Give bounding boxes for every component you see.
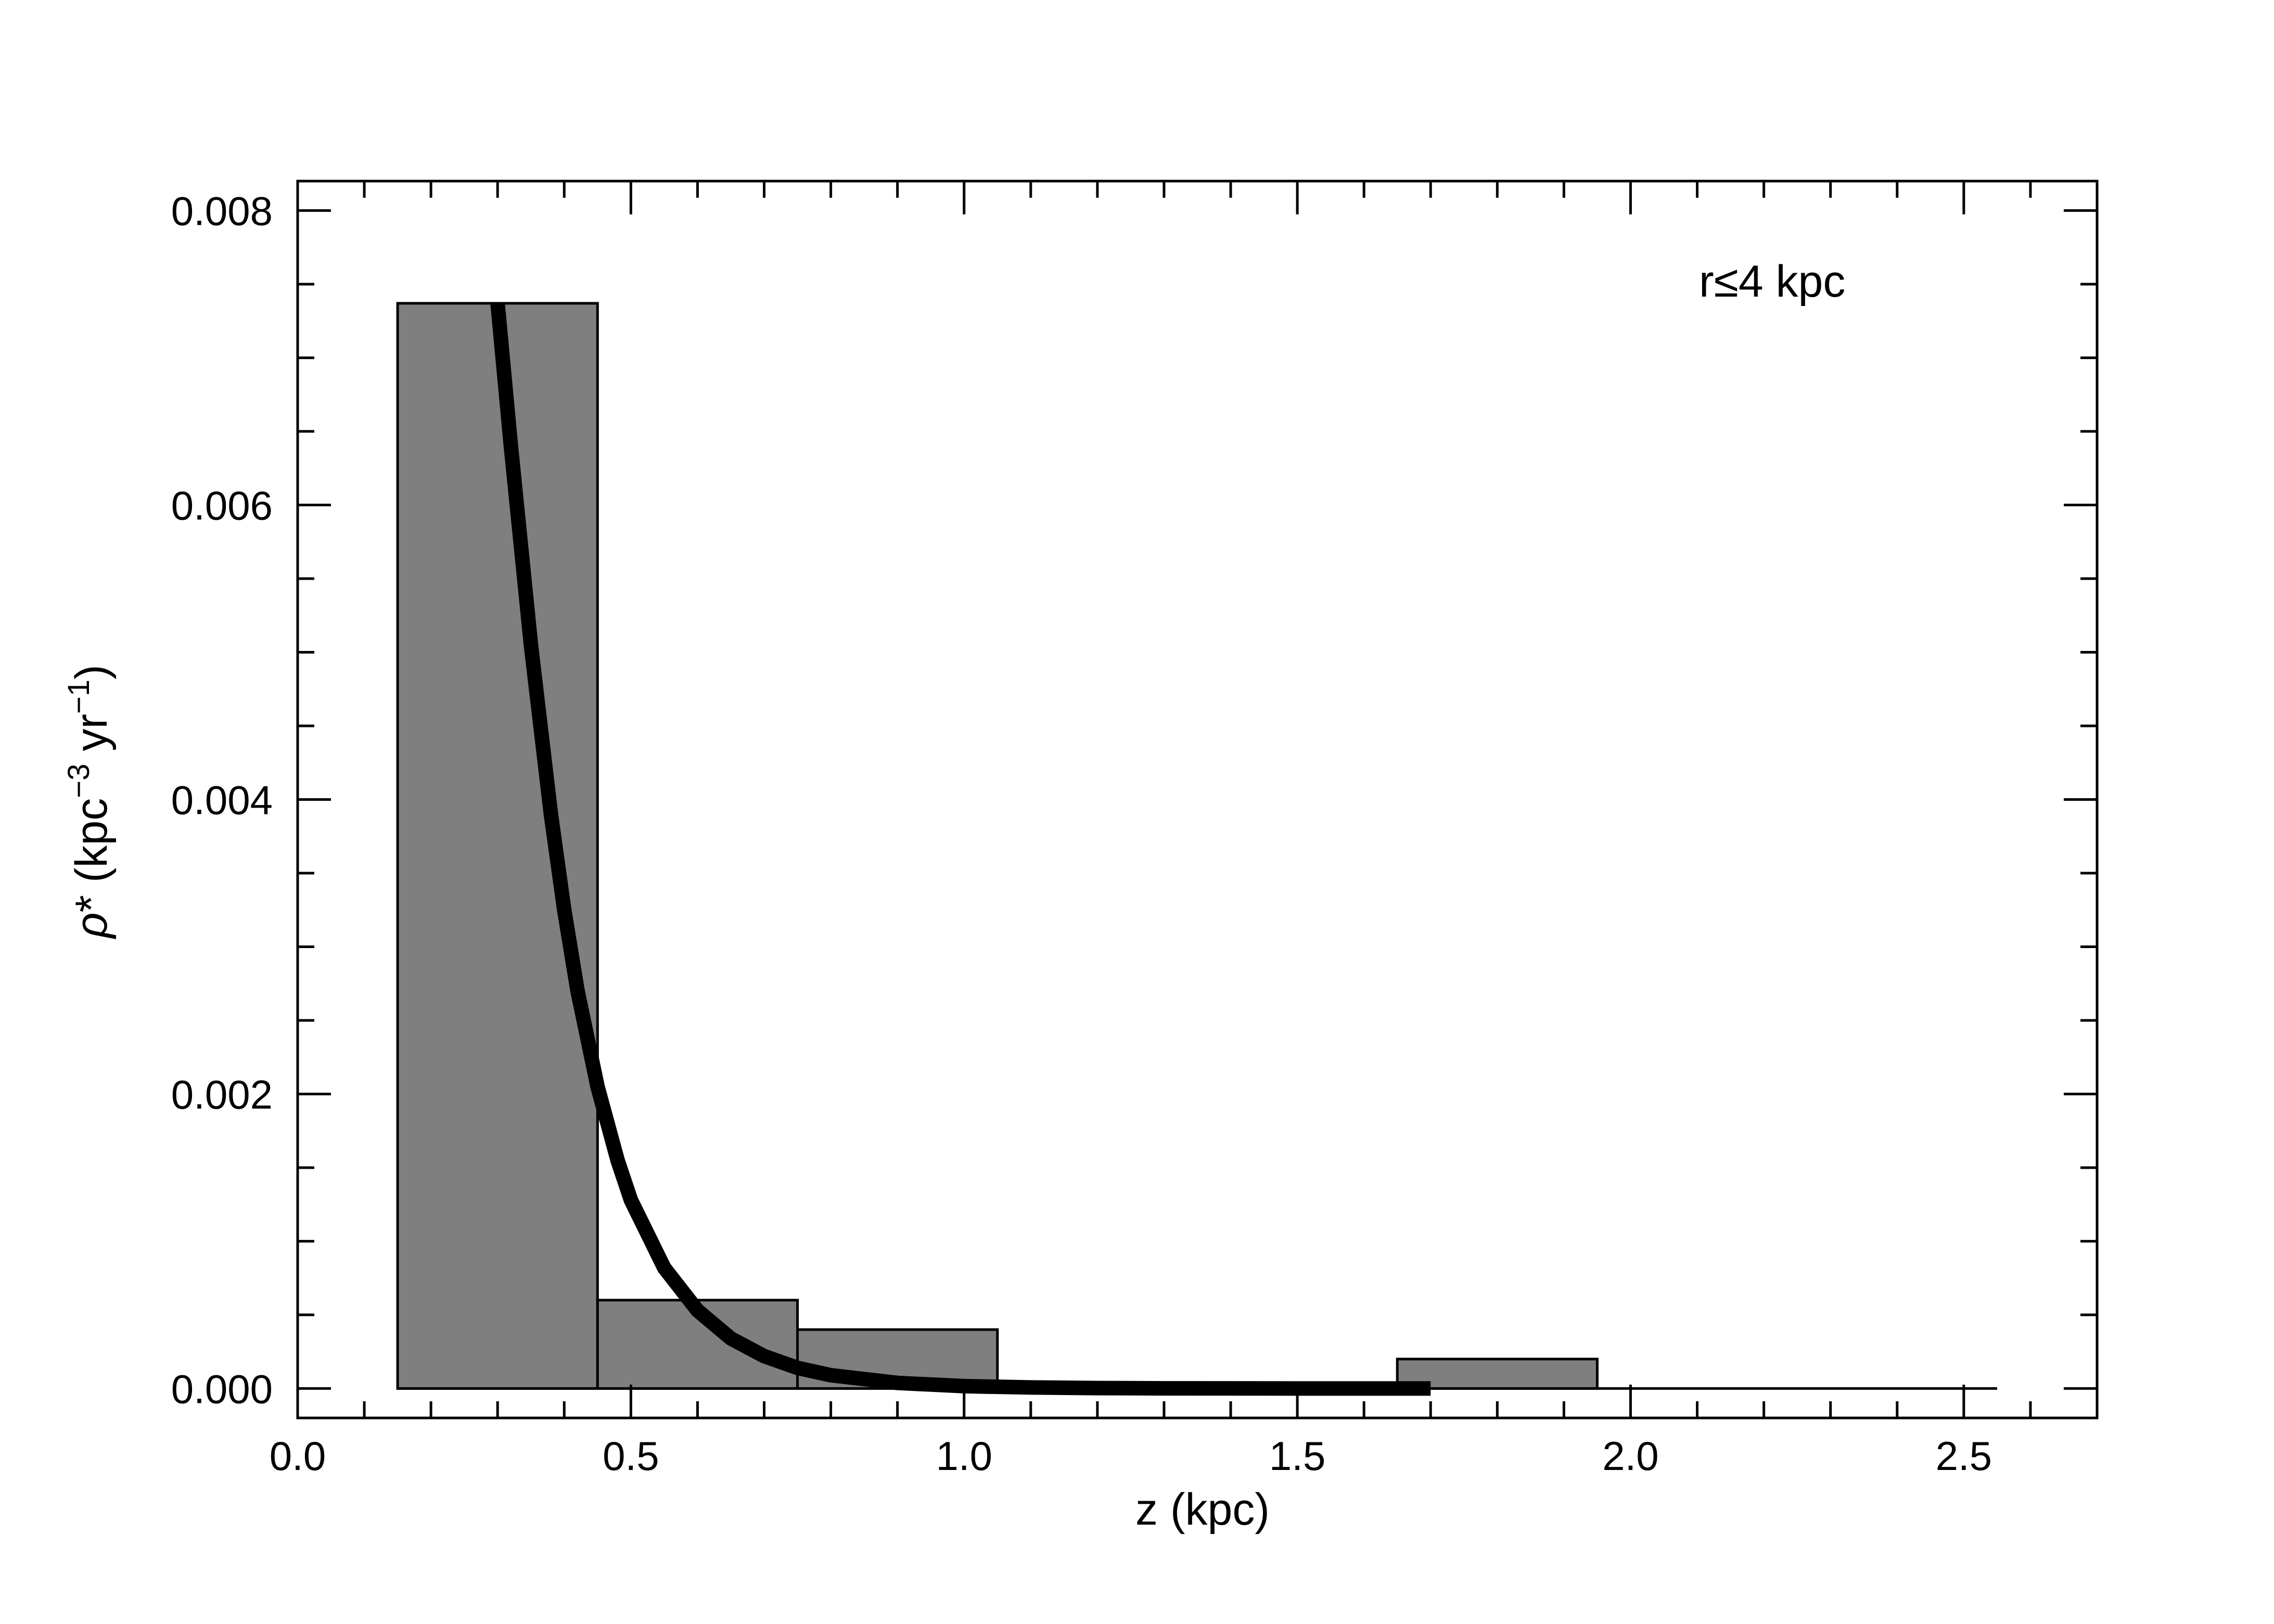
x-tick-label: 0.0 [270,1433,326,1479]
y-axis-title-symbol: ρ [67,913,117,940]
axis-ticks [296,181,2099,1418]
y-tick-labels: 0.000 0.002 0.004 0.006 0.008 [171,188,273,1412]
y-tick-label: 0.006 [171,483,273,529]
x-tick-labels: 0.0 0.5 1.0 1.5 2.0 2.5 [270,1433,1992,1479]
y-tick-label: 0.004 [171,777,273,823]
x-tick-label: 2.0 [1602,1433,1658,1479]
y-tick-label: 0.000 [171,1366,273,1412]
x-axis-title: z (kpc) [1135,1485,1270,1535]
y-axis-title: ρ* (kpc−3 yr−1) [62,664,117,940]
histogram-bars [396,302,1997,1390]
y-axis-title-mid: yr [67,714,117,764]
region-annotation: r≤4 kpc [1699,257,1845,306]
y-axis-title-exp1: −3 [62,764,96,798]
y-axis-title-open: (kpc [67,798,117,895]
x-tick-label: 0.5 [603,1433,659,1479]
fit-curve [490,302,1431,1396]
x-tick-label: 2.5 [1936,1433,1992,1479]
y-tick-label: 0.008 [171,188,273,234]
x-tick-label: 1.0 [936,1433,992,1479]
x-tick-label: 1.5 [1269,1433,1325,1479]
y-axis-title-exp2: −1 [62,680,96,714]
histogram-bar [396,302,599,1390]
fit-curve-line [490,302,1431,1396]
y-axis-title-star: * [67,895,117,912]
y-axis-title-close: ) [67,664,117,680]
y-tick-label: 0.002 [171,1071,273,1117]
